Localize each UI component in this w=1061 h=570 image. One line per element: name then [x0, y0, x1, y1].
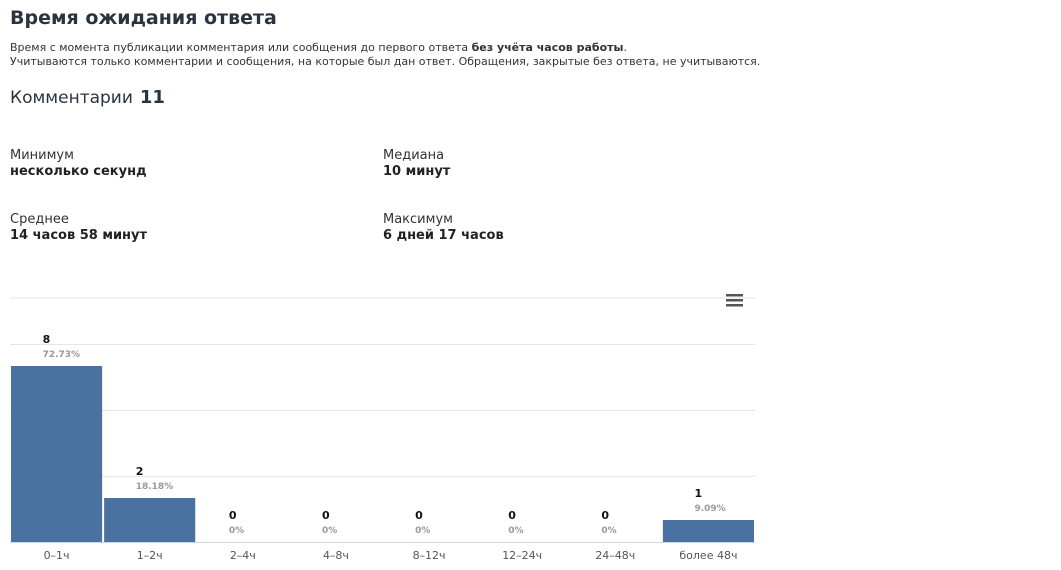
bar-percent-label: 0% — [601, 526, 616, 536]
x-tick-label: 4–8ч — [323, 549, 349, 562]
bars — [11, 366, 754, 542]
bar-value-label: 1 — [694, 487, 702, 500]
bar-percent-label: 18.18% — [136, 482, 174, 492]
description: Время с момента публикации комментария и… — [10, 41, 760, 69]
stat-minimum: Минимум несколько секунд — [10, 148, 147, 179]
stat-maximum-value: 6 дней 17 часов — [383, 228, 504, 243]
data-labels: 8 72.73% 2 18.18% 0 0% 0 0% 0 0% 0 0% 0 0% 1 9.09% — [43, 333, 726, 536]
stat-maximum: Максимум 6 дней 17 часов — [383, 212, 504, 243]
description-text: Время с момента публикации комментария и… — [10, 41, 472, 54]
comments-count: 11 — [139, 87, 165, 108]
stat-median-label: Медиана — [383, 148, 445, 163]
bar-value-label: 2 — [136, 465, 144, 478]
response-time-chart: 8 72.73% 2 18.18% 0 0% 0 0% 0 0% 0 0% 0 0% 1 9.09% 0–1ч… — [10, 290, 755, 562]
bar-value-label: 0 — [508, 509, 516, 522]
stat-average-label: Среднее — [10, 212, 69, 227]
description-emphasis: без учёта часов работы — [471, 41, 624, 54]
stat-maximum-label: Максимум — [383, 212, 453, 227]
hamburger-menu-icon[interactable] — [722, 290, 746, 310]
stat-average-value: 14 часов 58 минут — [10, 228, 148, 243]
x-tick-label: 1–2ч — [137, 549, 163, 562]
stat-minimum-value: несколько секунд — [10, 164, 147, 179]
bar-percent-label: 0% — [229, 526, 244, 536]
bar-percent-label: 72.73% — [43, 350, 81, 360]
x-tick-label: 12–24ч — [502, 549, 542, 562]
bar-percent-label: 0% — [415, 526, 430, 536]
bar-value-label: 0 — [415, 509, 423, 522]
bar[interactable] — [662, 520, 754, 542]
bar-value-label: 0 — [229, 509, 237, 522]
x-tick-label: 8–12ч — [413, 549, 446, 562]
stat-median: Медиана 10 минут — [383, 148, 450, 179]
bar-percent-label: 0% — [508, 526, 523, 536]
description-line-1: Время с момента публикации комментария и… — [10, 41, 760, 55]
bar-value-label: 0 — [322, 509, 330, 522]
x-tick-label: 2–4ч — [230, 549, 256, 562]
x-axis-ticks: 0–1ч 1–2ч 2–4ч 4–8ч 8–12ч 12–24ч 24–48ч более 4… — [44, 549, 738, 562]
stat-minimum-label: Минимум — [10, 148, 74, 163]
page-title: Время ожидания ответа — [10, 7, 277, 29]
stat-average: Среднее 14 часов 58 минут — [10, 212, 147, 243]
comments-label: Комментарии — [10, 88, 133, 108]
bar[interactable] — [104, 498, 196, 542]
bar-value-label: 0 — [601, 509, 609, 522]
bar-percent-label: 9.09% — [694, 504, 725, 514]
description-period: . — [623, 41, 627, 54]
bar-percent-label: 0% — [322, 526, 337, 536]
stat-median-value: 10 минут — [383, 164, 451, 179]
bar-value-label: 8 — [43, 333, 51, 346]
x-tick-label: более 48ч — [679, 549, 737, 562]
description-line-2: Учитываются только комментарии и сообщен… — [10, 55, 761, 68]
x-tick-label: 24–48ч — [595, 549, 635, 562]
grid-lines — [10, 344, 755, 543]
comments-summary: Комментарии 11 — [10, 87, 165, 108]
x-tick-label: 0–1ч — [44, 549, 70, 562]
bar[interactable] — [11, 366, 103, 542]
